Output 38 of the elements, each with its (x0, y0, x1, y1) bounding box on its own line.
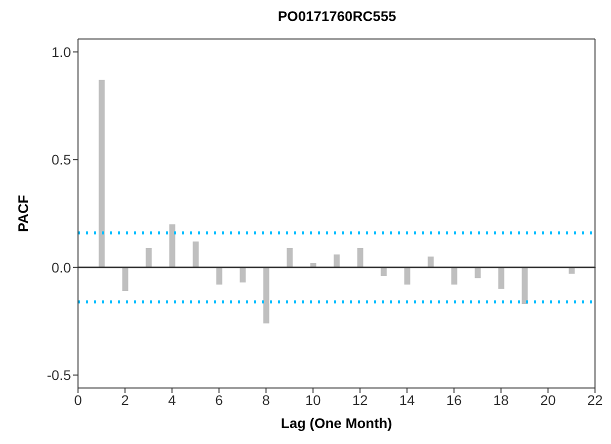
y-axis-title: PACF (14, 194, 31, 232)
x-tick-label: 22 (587, 392, 603, 408)
bar (169, 224, 176, 268)
x-tick-label: 20 (540, 392, 556, 408)
x-tick-label: 10 (305, 392, 321, 408)
x-tick-label: 8 (262, 392, 270, 408)
x-tick-label: 2 (121, 392, 130, 408)
bar (380, 267, 387, 276)
bar (568, 267, 575, 274)
y-tick-label: -0.5 (46, 367, 72, 384)
bar (404, 267, 410, 285)
x-tick-label: 4 (168, 392, 176, 408)
bar (98, 80, 105, 268)
chart-title: PO0171760RC555 (276, 8, 398, 24)
bar (146, 248, 152, 268)
x-tick-label: 14 (399, 392, 415, 408)
y-tick-label: 0.5 (52, 152, 72, 168)
bar (498, 267, 504, 289)
x-tick-label: 16 (446, 392, 462, 408)
bar (192, 242, 199, 268)
x-tick-label: 18 (493, 392, 509, 408)
x-tick-label: 12 (352, 392, 368, 408)
bar (474, 267, 481, 278)
bar (451, 267, 458, 285)
bar (240, 267, 246, 282)
bar (286, 248, 293, 268)
x-tick-label: 6 (215, 392, 224, 408)
bar (122, 267, 128, 292)
bar (263, 267, 270, 324)
y-tick-label: 1.0 (52, 44, 72, 60)
bar (522, 267, 528, 304)
x-tick-label: 0 (74, 392, 82, 408)
bar (428, 256, 434, 268)
bar (357, 248, 364, 268)
bar (216, 267, 222, 285)
x-axis-title: Lag (One Month) (280, 415, 392, 431)
bar (334, 254, 340, 268)
y-tick-label: 0.0 (52, 259, 72, 276)
